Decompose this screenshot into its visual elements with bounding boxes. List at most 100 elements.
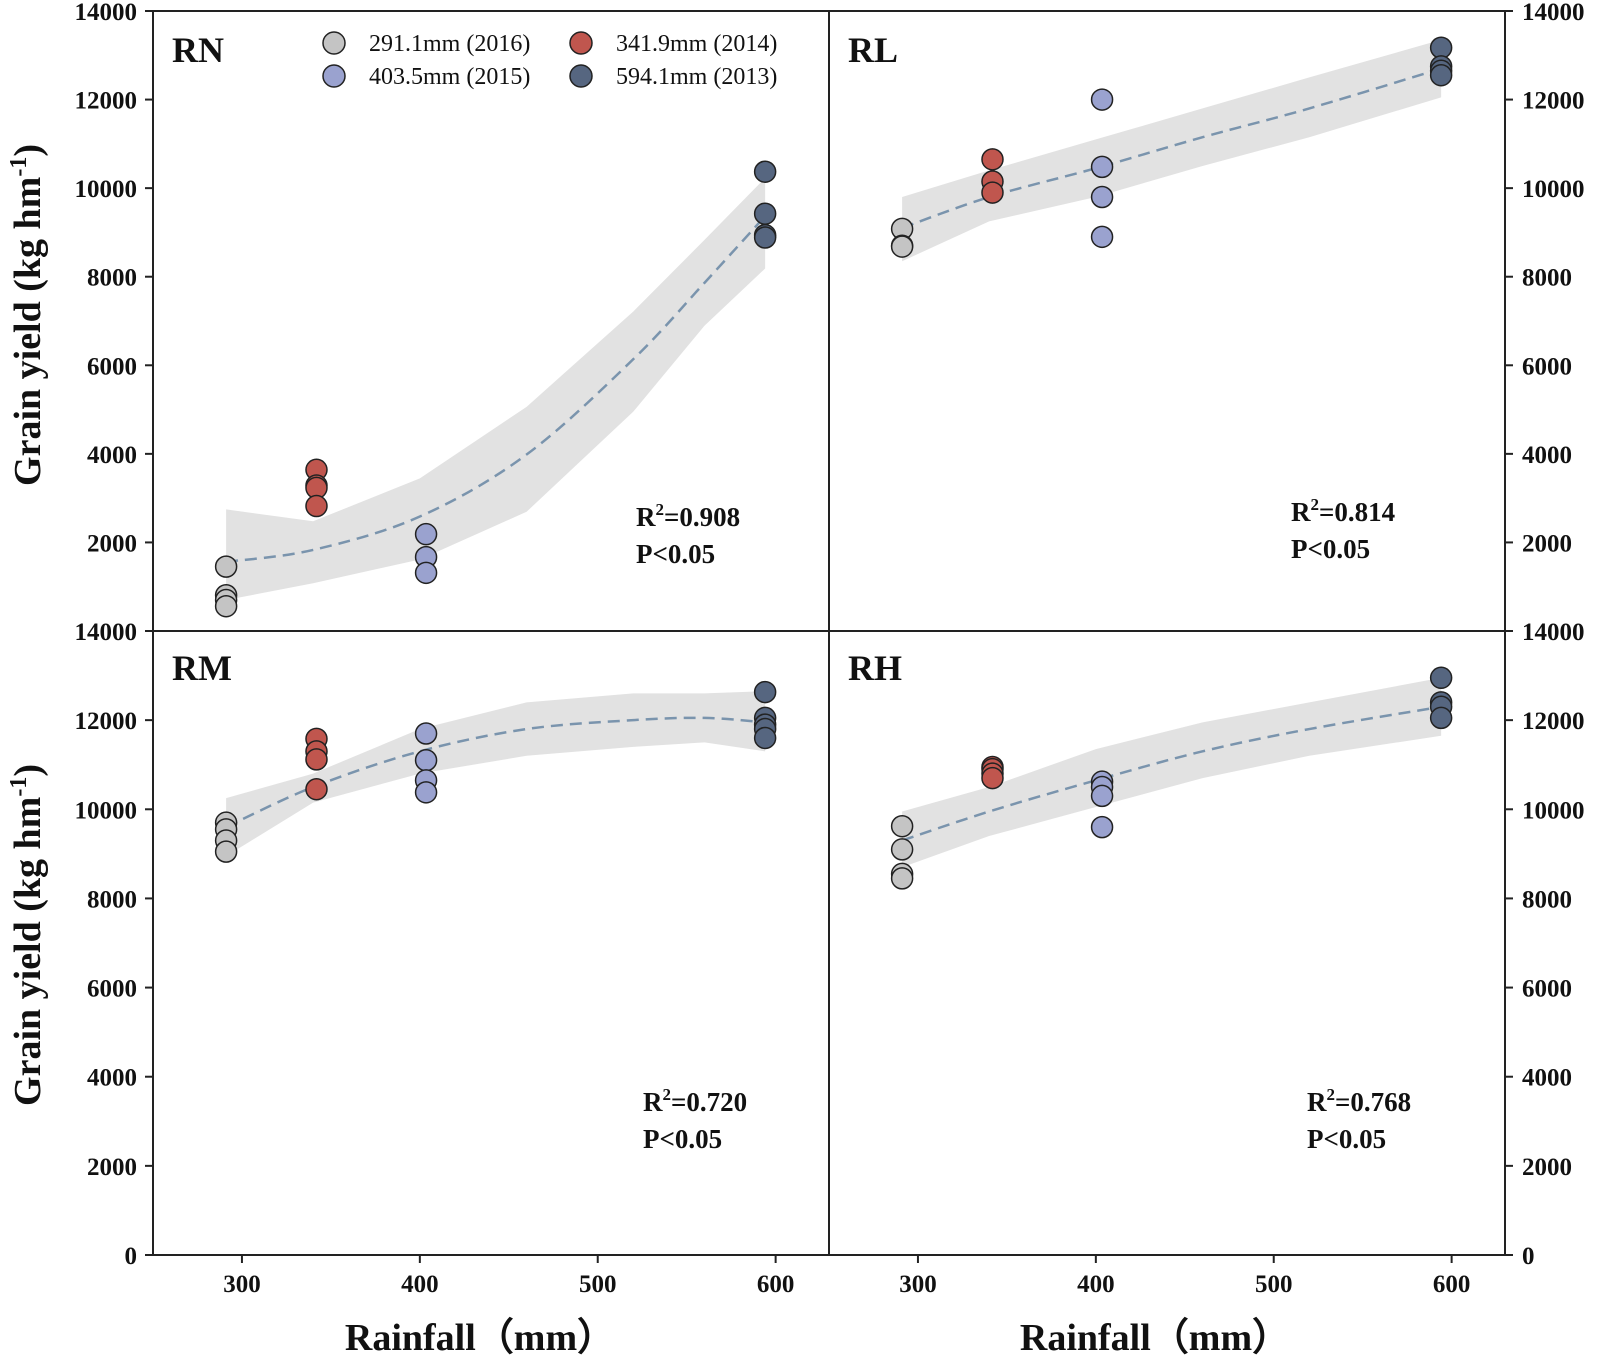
data-point bbox=[1429, 706, 1453, 730]
y-tick-label: 14000 bbox=[75, 619, 138, 646]
confidence-band-rn bbox=[226, 177, 766, 600]
x-tick-label: 300 bbox=[223, 1271, 261, 1298]
data-point bbox=[214, 840, 238, 863]
y-tick-label: 14000 bbox=[1522, 619, 1585, 646]
y-tick-label: 4000 bbox=[87, 1065, 137, 1092]
y-tick-label: 4000 bbox=[1522, 442, 1572, 469]
legend-label-2015: 403.5mm (2015) bbox=[369, 64, 530, 90]
y-tick-label: 6000 bbox=[1522, 353, 1572, 380]
y-tick-label: 12000 bbox=[1522, 88, 1585, 115]
panel-label-rl: RL bbox=[848, 30, 898, 70]
confidence-band-rl bbox=[902, 39, 1442, 262]
y-tick-label: 14000 bbox=[75, 0, 138, 26]
stats-rl: R2=0.814 P<0.05 bbox=[1291, 495, 1395, 564]
data-point bbox=[414, 722, 438, 745]
stats-rm: R2=0.720 P<0.05 bbox=[643, 1085, 747, 1154]
p-value-rh: P<0.05 bbox=[1307, 1124, 1386, 1154]
data-point bbox=[753, 726, 777, 750]
y-tick-label: 12000 bbox=[75, 708, 138, 735]
axis-ticks: 2000400060008000100001200014000020004000… bbox=[75, 0, 1585, 1298]
x-tick-label: 400 bbox=[1077, 1271, 1115, 1298]
stats-rh: R2=0.768 P<0.05 bbox=[1307, 1085, 1411, 1154]
panel-label-rm: RM bbox=[172, 648, 232, 688]
legend-marker-2014 bbox=[569, 31, 593, 55]
data-point bbox=[753, 160, 777, 183]
y-tick-label: 8000 bbox=[87, 265, 137, 292]
x-tick-label: 500 bbox=[1255, 1271, 1293, 1298]
data-point bbox=[414, 749, 438, 772]
data-point bbox=[1090, 815, 1114, 839]
y-tick-label: 2000 bbox=[1522, 1154, 1572, 1181]
legend-label-2014: 341.9mm (2014) bbox=[616, 31, 777, 57]
stats-rn: R2=0.908 P<0.05 bbox=[636, 500, 740, 569]
data-point bbox=[414, 561, 438, 585]
panel-label-rh: RH bbox=[848, 648, 902, 688]
x-tick-label: 300 bbox=[899, 1271, 937, 1298]
confidence-bands bbox=[226, 39, 1442, 868]
data-point bbox=[981, 766, 1004, 790]
data-point bbox=[890, 867, 914, 890]
y-tick-label: 8000 bbox=[1522, 265, 1572, 292]
data-point bbox=[890, 235, 914, 258]
panel-label-rn: RN bbox=[172, 30, 224, 70]
fit-line-rh bbox=[901, 705, 1442, 842]
data-point bbox=[1090, 784, 1114, 808]
y-tick-label: 6000 bbox=[87, 976, 137, 1003]
y-tick-label: 10000 bbox=[75, 797, 138, 824]
x-axis-title-left: Rainfall（mm） bbox=[345, 1317, 615, 1356]
fit-line-rn bbox=[225, 215, 767, 564]
y-tick-label: 2000 bbox=[87, 1154, 137, 1181]
legend-label-2013: 594.1mm (2013) bbox=[616, 64, 777, 90]
data-point bbox=[753, 202, 777, 225]
y-tick-label: 12000 bbox=[1522, 708, 1585, 735]
legend-marker-2016 bbox=[322, 31, 346, 55]
data-point bbox=[890, 814, 914, 838]
data-point bbox=[1429, 666, 1453, 690]
legend-marker-2013 bbox=[569, 64, 593, 88]
data-point bbox=[1090, 155, 1114, 179]
legend: 291.1mm (2016) 341.9mm (2014) 403.5mm (2… bbox=[322, 31, 777, 90]
r2-rh: R2=0.768 bbox=[1307, 1085, 1411, 1117]
data-point bbox=[305, 494, 328, 518]
data-point bbox=[981, 148, 1004, 171]
confidence-band-rm bbox=[226, 691, 766, 857]
y-tick-label: 2000 bbox=[1522, 530, 1572, 557]
data-point bbox=[1090, 185, 1114, 209]
legend-label-2016: 291.1mm (2016) bbox=[369, 31, 530, 57]
y-tick-label: 10000 bbox=[75, 176, 138, 203]
data-point bbox=[305, 777, 328, 801]
y-tick-label: 0 bbox=[125, 1243, 138, 1270]
data-points bbox=[214, 36, 1453, 890]
y-tick-label: 4000 bbox=[87, 442, 137, 469]
y-tick-label: 10000 bbox=[1522, 797, 1585, 824]
fit-line-rl bbox=[901, 67, 1442, 230]
legend-marker-2015 bbox=[322, 64, 346, 88]
r2-rl: R2=0.814 bbox=[1291, 495, 1395, 527]
data-point bbox=[414, 781, 438, 804]
x-axis-title-right: Rainfall（mm） bbox=[1020, 1317, 1290, 1356]
y-tick-label: 4000 bbox=[1522, 1065, 1572, 1092]
r2-rn: R2=0.908 bbox=[636, 500, 740, 532]
data-point bbox=[1090, 225, 1114, 249]
y-axis-title-top: Grain yield (kg hm-1) bbox=[6, 144, 49, 486]
confidence-band-rh bbox=[902, 677, 1442, 868]
x-tick-label: 500 bbox=[579, 1271, 617, 1298]
data-point bbox=[1090, 88, 1114, 111]
y-tick-label: 8000 bbox=[1522, 886, 1572, 913]
y-tick-label: 8000 bbox=[87, 886, 137, 913]
y-axis-title-bottom: Grain yield (kg hm-1) bbox=[6, 764, 49, 1106]
data-point bbox=[214, 594, 238, 618]
p-value-rl: P<0.05 bbox=[1291, 534, 1370, 564]
y-tick-label: 0 bbox=[1522, 1243, 1535, 1270]
data-point bbox=[890, 838, 914, 861]
r2-rm: R2=0.720 bbox=[643, 1085, 747, 1117]
y-tick-label: 14000 bbox=[1522, 0, 1585, 26]
x-tick-label: 600 bbox=[757, 1271, 795, 1298]
data-point bbox=[753, 680, 777, 704]
p-value-rm: P<0.05 bbox=[643, 1124, 722, 1154]
data-point bbox=[214, 555, 238, 578]
data-point bbox=[1429, 63, 1453, 87]
data-point bbox=[753, 226, 777, 249]
data-point bbox=[305, 748, 328, 771]
